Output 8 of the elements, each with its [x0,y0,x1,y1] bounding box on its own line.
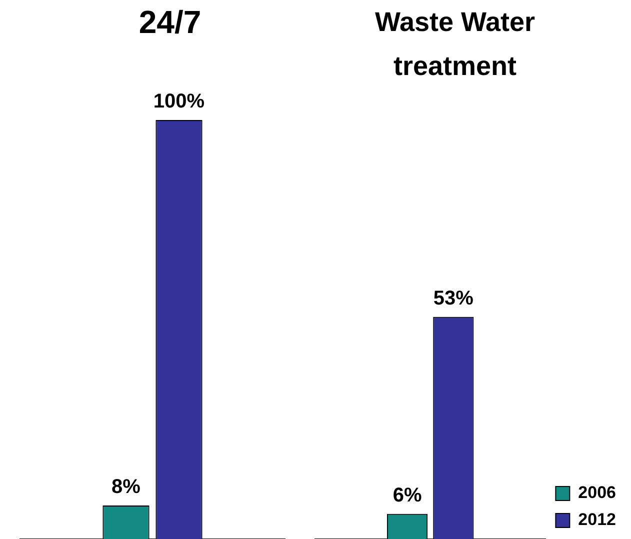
legend-label: 2006 [578,483,616,502]
data-label: 100% [153,90,205,113]
data-label: 8% [112,476,141,498]
legend-label: 2012 [578,510,616,530]
data-label: 6% [392,484,422,506]
data-label: 53% [433,287,474,310]
chart-title: 24/7 [138,3,202,42]
chart-title: Waste Water treatment [374,6,536,83]
